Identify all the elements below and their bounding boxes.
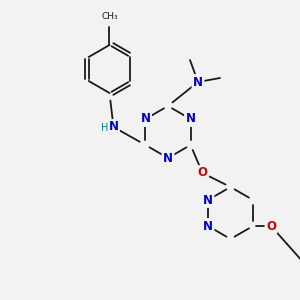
Text: N: N bbox=[109, 121, 118, 134]
Text: N: N bbox=[203, 194, 213, 206]
Text: N: N bbox=[185, 112, 196, 125]
Text: N: N bbox=[203, 220, 213, 232]
Text: H: H bbox=[101, 123, 108, 133]
Text: O: O bbox=[266, 220, 276, 232]
Text: N: N bbox=[193, 76, 203, 88]
Text: CH₃: CH₃ bbox=[101, 12, 118, 21]
Text: N: N bbox=[163, 152, 173, 164]
Text: O: O bbox=[197, 167, 208, 179]
Text: N: N bbox=[140, 112, 151, 125]
